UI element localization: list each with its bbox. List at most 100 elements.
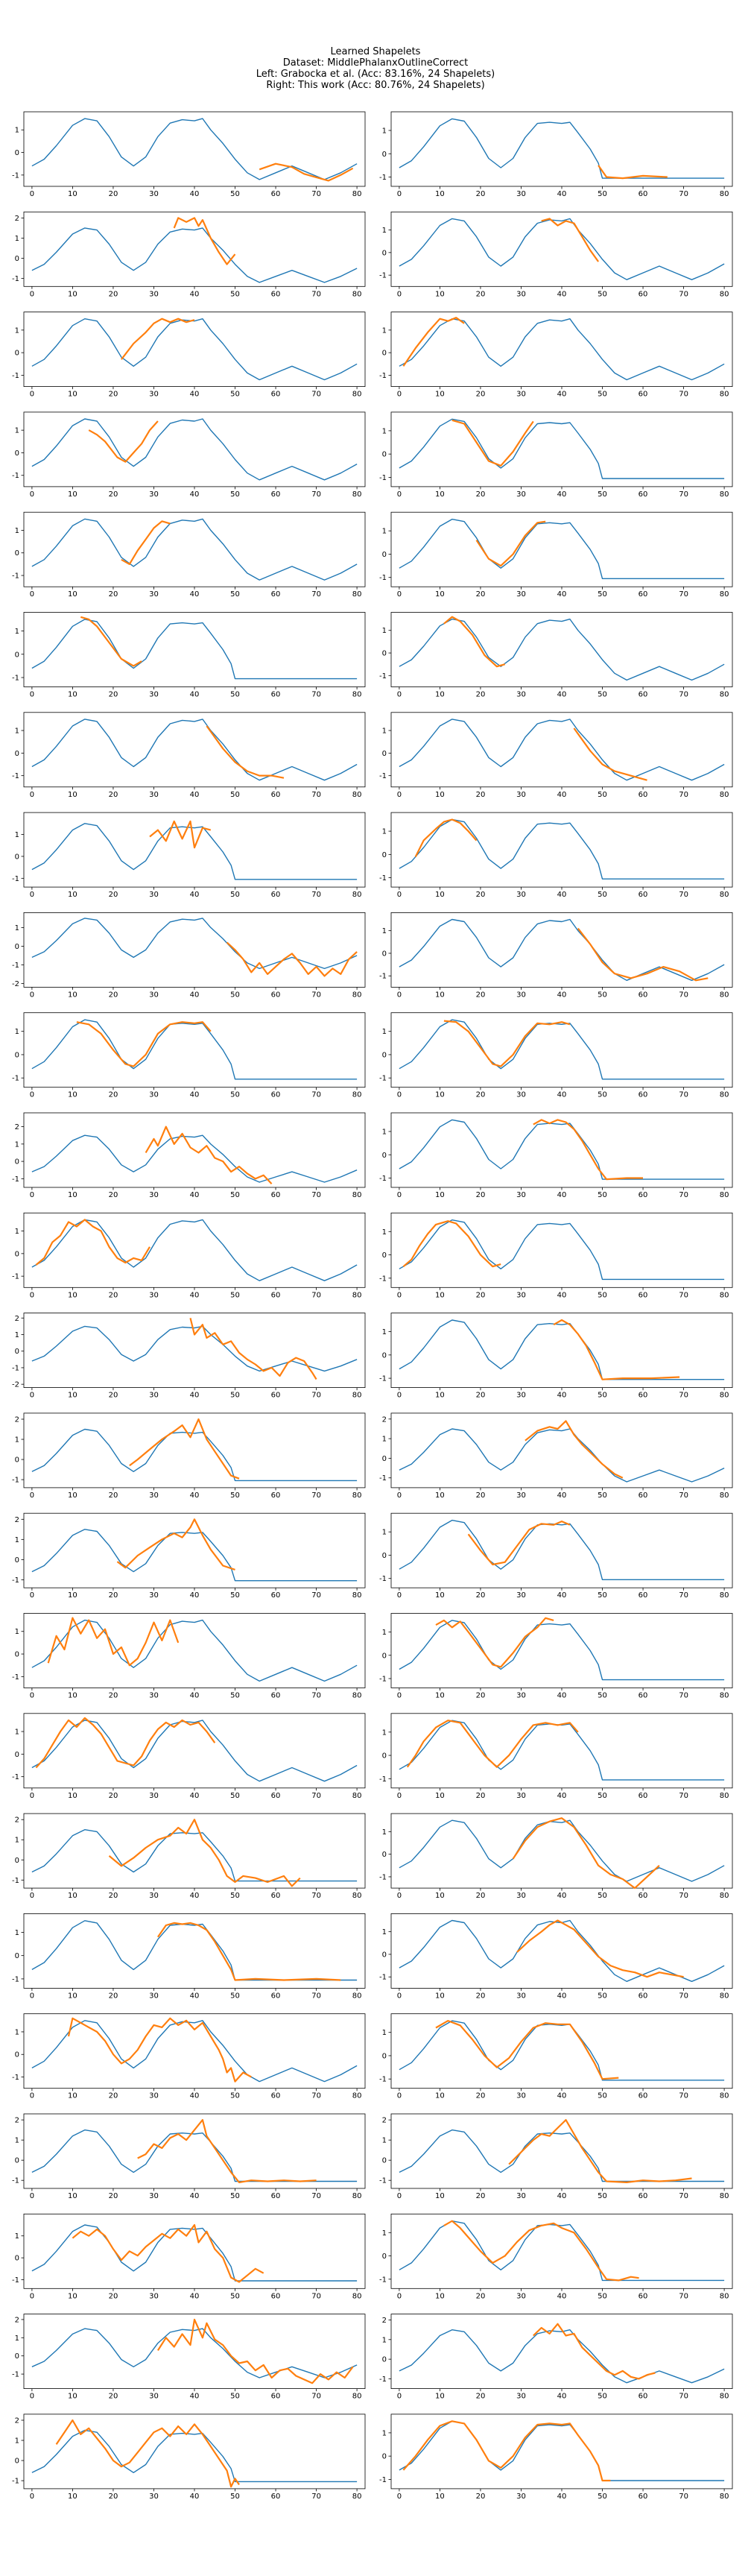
x-tick-label: 80: [352, 2292, 362, 2300]
x-tick-label: 50: [598, 1291, 607, 1299]
x-tick-label: 60: [638, 2493, 648, 2501]
x-tick-label: 20: [109, 691, 118, 699]
y-tick-label: 1: [382, 427, 387, 435]
shapelet-line: [259, 162, 354, 182]
x-tick-label: 30: [516, 991, 526, 999]
y-tick-label: -1: [12, 875, 19, 883]
time-series-line: [399, 1019, 725, 1080]
x-tick-label: 50: [230, 1692, 240, 1700]
shapelet-line: [72, 2223, 264, 2283]
subplot-21-left: 0 10 20 30 40 50 60 70 80 -1 0 1 2: [12, 2113, 366, 2200]
time-series-line: [31, 2328, 358, 2378]
x-tick-label: 0: [397, 1892, 402, 1900]
x-tick-label: 70: [679, 1291, 688, 1299]
x-tick-label: 0: [397, 490, 402, 499]
subplot-7-right: 0 10 20 30 40 50 60 70 80 -1 0 1: [379, 712, 733, 799]
x-tick-label: 70: [679, 1392, 688, 1400]
x-tick-label: 80: [352, 1591, 362, 1600]
x-tick-label: 10: [435, 1291, 445, 1299]
subplot-19-right: 0 10 20 30 40 50 60 70 80 -1 0 1: [379, 1913, 733, 2000]
x-tick-label: 70: [679, 2493, 688, 2501]
x-tick-label: 40: [557, 1091, 567, 1099]
x-tick-label: 0: [30, 1491, 34, 1500]
x-tick-label: 80: [352, 691, 362, 699]
y-tick-label: 0: [382, 1851, 387, 1859]
subplot-9-right: 0 10 20 30 40 50 60 70 80 -1 0 1: [379, 912, 733, 999]
y-tick-label: 0: [15, 1651, 19, 1659]
y-tick-label: -1: [12, 1877, 19, 1885]
time-series-line: [399, 918, 725, 982]
y-tick-label: -1: [379, 574, 387, 582]
x-tick-label: 0: [30, 490, 34, 499]
x-tick-label: 40: [190, 190, 200, 198]
x-tick-label: 70: [311, 691, 321, 699]
y-tick-label: -1: [12, 1576, 19, 1585]
x-tick-label: 70: [311, 891, 321, 899]
shapelet-line: [35, 1219, 150, 1266]
x-tick-label: 80: [720, 2092, 729, 2100]
x-tick-label: 70: [679, 991, 688, 999]
x-tick-label: 60: [638, 2092, 648, 2100]
shapelet-line: [577, 927, 709, 982]
x-tick-label: 0: [30, 2292, 34, 2300]
x-tick-label: 80: [352, 391, 362, 399]
x-tick-label: 10: [435, 1091, 445, 1099]
x-tick-label: 0: [30, 290, 34, 298]
subplot-17-right: 0 10 20 30 40 50 60 70 80 -1 0 1: [379, 1713, 733, 1800]
x-tick-label: 50: [230, 2292, 240, 2300]
x-tick-label: 70: [679, 1591, 688, 1600]
x-tick-label: 20: [109, 1591, 118, 1600]
x-tick-label: 10: [68, 1591, 77, 1600]
x-tick-label: 0: [30, 391, 34, 399]
y-tick-label: 1: [382, 127, 387, 136]
subplot-1-right: 0 10 20 30 40 50 60 70 80 -1 0 1: [379, 111, 733, 198]
x-tick-label: 40: [557, 2092, 567, 2100]
subplot-11-left: 0 10 20 30 40 50 60 70 80 -1 0 1 2: [12, 1112, 366, 1199]
x-tick-label: 40: [557, 290, 567, 298]
y-tick-label: 2: [15, 1416, 19, 1424]
x-tick-label: 40: [557, 190, 567, 198]
x-tick-label: 80: [720, 1892, 729, 1900]
x-tick-label: 60: [271, 1291, 281, 1299]
y-tick-label: 0: [15, 2157, 19, 2165]
shapelet-line: [121, 318, 195, 360]
time-series-line: [31, 518, 358, 581]
x-tick-label: 30: [149, 391, 159, 399]
x-tick-label: 80: [720, 190, 729, 198]
y-tick-label: 1: [15, 2137, 19, 2145]
y-tick-label: -1: [12, 962, 19, 970]
x-tick-label: 70: [679, 1992, 688, 2000]
x-tick-label: 30: [149, 590, 159, 599]
x-tick-label: 40: [557, 1291, 567, 1299]
x-tick-label: 10: [435, 691, 445, 699]
x-tick-label: 60: [638, 290, 648, 298]
x-tick-label: 70: [679, 490, 688, 499]
x-tick-label: 40: [557, 791, 567, 799]
x-tick-label: 60: [271, 2493, 281, 2501]
x-tick-label: 80: [352, 1792, 362, 1800]
subplot-frame: [23, 211, 366, 287]
x-tick-label: 70: [311, 1091, 321, 1099]
y-tick-label: 0: [382, 2253, 387, 2261]
subplot-frame: [23, 1813, 366, 1889]
time-series-line: [31, 719, 358, 781]
x-tick-label: 30: [149, 290, 159, 298]
x-tick-label: 30: [149, 1892, 159, 1900]
y-tick-label: -2: [12, 1381, 19, 1389]
x-tick-label: 80: [720, 490, 729, 499]
x-tick-label: 60: [271, 991, 281, 999]
time-series-line: [31, 1428, 358, 1482]
y-tick-label: -1: [12, 1673, 19, 1682]
y-tick-label: -1: [379, 874, 387, 883]
y-tick-label: 0: [15, 350, 19, 358]
y-tick-label: -1: [12, 1364, 19, 1372]
x-tick-label: 60: [271, 391, 281, 399]
x-tick-label: 80: [720, 2192, 729, 2200]
y-tick-label: 1: [382, 2429, 387, 2437]
x-tick-label: 60: [271, 791, 281, 799]
x-tick-label: 50: [230, 891, 240, 899]
y-tick-label: 1: [15, 2232, 19, 2241]
y-tick-label: 1: [382, 627, 387, 635]
x-tick-label: 80: [352, 190, 362, 198]
x-tick-label: 10: [435, 1692, 445, 1700]
